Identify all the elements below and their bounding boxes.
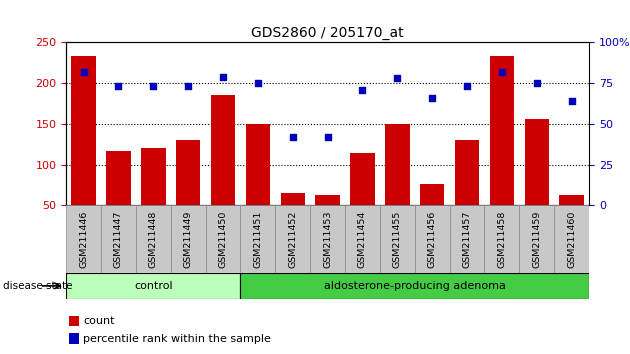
Bar xyxy=(205,205,241,273)
Bar xyxy=(69,316,79,326)
Bar xyxy=(241,205,275,273)
Text: control: control xyxy=(134,281,173,291)
Text: disease state: disease state xyxy=(3,281,72,291)
Bar xyxy=(559,195,584,205)
Point xyxy=(113,84,123,89)
Bar xyxy=(455,140,479,205)
Bar xyxy=(176,140,200,205)
Point xyxy=(148,84,158,89)
Text: count: count xyxy=(83,316,115,326)
Bar xyxy=(310,205,345,273)
Bar xyxy=(211,95,235,205)
Point xyxy=(497,69,507,75)
Bar xyxy=(554,205,589,273)
Point xyxy=(288,134,298,140)
Text: GSM211447: GSM211447 xyxy=(114,210,123,268)
Text: GSM211453: GSM211453 xyxy=(323,210,332,268)
Text: percentile rank within the sample: percentile rank within the sample xyxy=(83,334,272,344)
Bar xyxy=(450,205,484,273)
Bar xyxy=(420,184,444,205)
Bar xyxy=(345,205,380,273)
Text: GSM211456: GSM211456 xyxy=(428,210,437,268)
Text: GSM211454: GSM211454 xyxy=(358,210,367,268)
Point xyxy=(566,98,576,104)
Bar xyxy=(71,56,96,205)
Bar xyxy=(66,273,241,299)
Point xyxy=(427,95,437,101)
Bar xyxy=(525,119,549,205)
Point xyxy=(532,80,542,86)
Point xyxy=(323,134,333,140)
Point xyxy=(183,84,193,89)
Bar xyxy=(241,273,589,299)
Text: GSM211451: GSM211451 xyxy=(253,210,262,268)
Text: GSM211450: GSM211450 xyxy=(219,210,227,268)
Point xyxy=(357,87,367,92)
Point xyxy=(79,69,89,75)
Text: GSM211455: GSM211455 xyxy=(393,210,402,268)
Bar xyxy=(136,205,171,273)
Bar xyxy=(246,124,270,205)
Bar xyxy=(141,148,166,205)
Text: GSM211458: GSM211458 xyxy=(498,210,507,268)
Bar xyxy=(171,205,205,273)
Bar xyxy=(484,205,519,273)
Bar xyxy=(415,205,450,273)
Bar xyxy=(385,124,410,205)
Bar xyxy=(106,151,130,205)
Point xyxy=(218,74,228,80)
Bar xyxy=(490,56,514,205)
Bar xyxy=(66,205,101,273)
Text: aldosterone-producing adenoma: aldosterone-producing adenoma xyxy=(324,281,506,291)
Bar xyxy=(280,193,305,205)
Point xyxy=(462,84,472,89)
Bar xyxy=(380,205,415,273)
Point xyxy=(392,75,403,81)
Text: GSM211449: GSM211449 xyxy=(184,210,193,268)
Bar xyxy=(101,205,136,273)
Bar xyxy=(519,205,554,273)
Text: GSM211457: GSM211457 xyxy=(462,210,471,268)
Bar xyxy=(316,195,340,205)
Title: GDS2860 / 205170_at: GDS2860 / 205170_at xyxy=(251,26,404,40)
Text: GSM211452: GSM211452 xyxy=(289,210,297,268)
Text: GSM211448: GSM211448 xyxy=(149,210,158,268)
Bar xyxy=(350,153,375,205)
Bar xyxy=(69,333,79,344)
Point xyxy=(253,80,263,86)
Bar xyxy=(275,205,310,273)
Text: GSM211460: GSM211460 xyxy=(567,210,576,268)
Text: GSM211446: GSM211446 xyxy=(79,210,88,268)
Text: GSM211459: GSM211459 xyxy=(532,210,541,268)
